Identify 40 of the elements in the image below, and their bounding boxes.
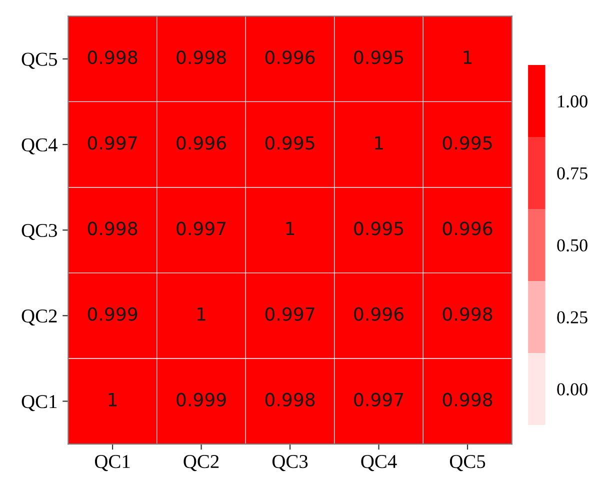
color-bar-label: 0.25 xyxy=(557,311,588,324)
data-label: 0.998 xyxy=(265,392,315,406)
data-label: 1 xyxy=(198,307,206,321)
color-bar-label: 0.75 xyxy=(557,167,588,180)
data-label: 0.997 xyxy=(176,222,226,236)
data-label: 0.995 xyxy=(265,136,314,150)
data-label: 0.997 xyxy=(88,136,137,150)
data-label: 0.997 xyxy=(354,392,404,406)
x-tick-label: QC1 xyxy=(94,455,130,472)
data-label: 0.998 xyxy=(442,307,492,321)
data-label: 0.998 xyxy=(176,50,226,64)
y-tick-label: QC5 xyxy=(22,52,57,69)
color-bar-label: 1.00 xyxy=(558,95,588,108)
data-label: 0.997 xyxy=(265,307,314,321)
y-tick-label: QC3 xyxy=(22,224,57,240)
data-label: 1 xyxy=(286,222,294,236)
data-label: 0.996 xyxy=(442,222,492,236)
color-bar-label: 0.50 xyxy=(557,239,588,252)
y-tick-label: QC2 xyxy=(22,310,57,326)
data-label: 0.996 xyxy=(354,307,404,321)
data-label: 0.995 xyxy=(354,50,404,64)
color-bar-label: 0.00 xyxy=(557,383,588,396)
data-label: 0.995 xyxy=(442,136,492,150)
x-tick-label: QC3 xyxy=(272,455,308,472)
data-label: 0.996 xyxy=(176,136,226,150)
data-label: 0.998 xyxy=(88,50,138,64)
data-label: 1 xyxy=(375,136,383,150)
data-label: 0.999 xyxy=(176,392,226,406)
data-label: 0.999 xyxy=(88,307,138,321)
x-tick-label: QC5 xyxy=(450,455,486,472)
y-tick-label: QC1 xyxy=(22,395,57,412)
data-label: 0.996 xyxy=(265,50,315,64)
data-label: 1 xyxy=(464,50,472,64)
data-label: 1 xyxy=(108,393,117,406)
data-label: 0.995 xyxy=(354,222,404,236)
data-label: 0.998 xyxy=(88,222,138,236)
x-tick-label: QC4 xyxy=(361,455,397,472)
y-tick-label: QC4 xyxy=(22,138,58,154)
data-label: 0.998 xyxy=(442,392,492,406)
x-tick-label: QC2 xyxy=(184,455,219,472)
